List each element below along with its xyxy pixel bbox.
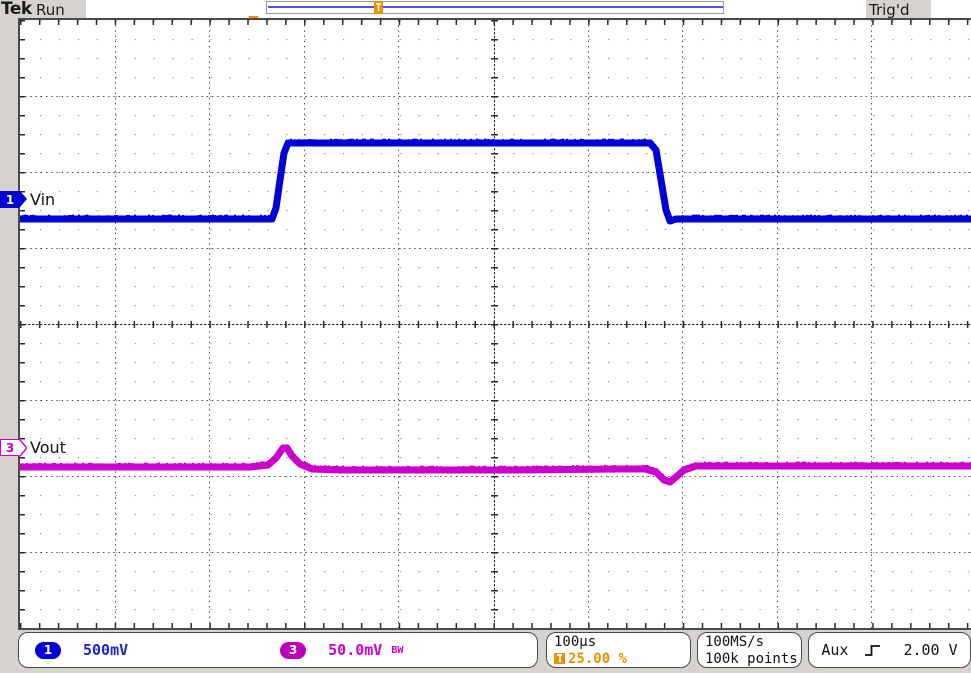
channel-3-scale[interactable]: 50.0mV: [328, 641, 383, 659]
channel-marker-3[interactable]: 3 Vout: [0, 438, 66, 457]
channel-1-badge[interactable]: 1: [0, 191, 27, 208]
graticule-center-haxis-ticks: [20, 321, 971, 328]
trigger-position-icon: [554, 653, 565, 664]
channel-settings-box: 1 500mV 3 50.0mV BW: [18, 632, 538, 668]
channel-1-badge-arrow-icon: [20, 191, 27, 207]
trigger-position-percent: 25.00 %: [568, 651, 628, 667]
trigger-source: Aux: [821, 641, 849, 659]
trigger-state-label: Trig'd: [869, 1, 910, 19]
waveform-plot-area[interactable]: [20, 20, 971, 628]
graticule-edge-ticks-left: [20, 20, 25, 628]
plot-border-left: [18, 18, 20, 630]
trigger-level: 2.00 V: [903, 641, 958, 659]
channel-3-chip[interactable]: 3: [280, 641, 307, 659]
trace-vin: [20, 139, 971, 225]
acquisition-state-label: Run: [36, 1, 65, 19]
channel-1-chip[interactable]: 1: [35, 641, 61, 659]
channel-1-label: Vin: [30, 190, 56, 209]
record-trigger-marker-icon: [374, 1, 383, 14]
bottom-readout-bar: 1 500mV 3 50.0mV BW 100µs 25.00 % 100MS/…: [0, 630, 971, 673]
graticule-edge-ticks-bottom: [20, 623, 971, 628]
acquisition-box[interactable]: 100MS/s 100k points: [697, 632, 802, 668]
trace-noise-overlay: [20, 138, 971, 483]
top-status-bar: Tek Run Trig'd: [0, 0, 971, 19]
channel-3-bandwidth-limit-icon: BW: [391, 644, 404, 656]
plot-border-top: [18, 18, 971, 20]
channel-3-label: Vout: [30, 438, 66, 457]
plot-border-bottom: [18, 628, 971, 630]
channel-3-badge[interactable]: 3: [0, 439, 26, 456]
rising-edge-icon: [865, 644, 881, 656]
record-length-bar: [268, 6, 723, 8]
time-per-division: 100µs: [554, 634, 597, 650]
waveform-traces: [20, 138, 971, 486]
tek-logo: Tek: [1, 0, 32, 19]
sample-rate: 100MS/s: [705, 634, 765, 650]
channel-3-badge-arrow-icon: [19, 440, 26, 456]
header-white-panel-left: [86, 0, 266, 19]
horizontal-scale-box[interactable]: 100µs 25.00 %: [546, 632, 691, 668]
record-length: 100k points: [705, 651, 798, 667]
header-white-panel-right: [931, 0, 971, 19]
graticule-edge-ticks-top: [20, 20, 971, 25]
channel-1-scale[interactable]: 500mV: [83, 641, 129, 659]
trigger-settings-box[interactable]: Aux 2.00 V: [808, 632, 971, 668]
channel-marker-1[interactable]: 1 Vin: [0, 190, 56, 209]
